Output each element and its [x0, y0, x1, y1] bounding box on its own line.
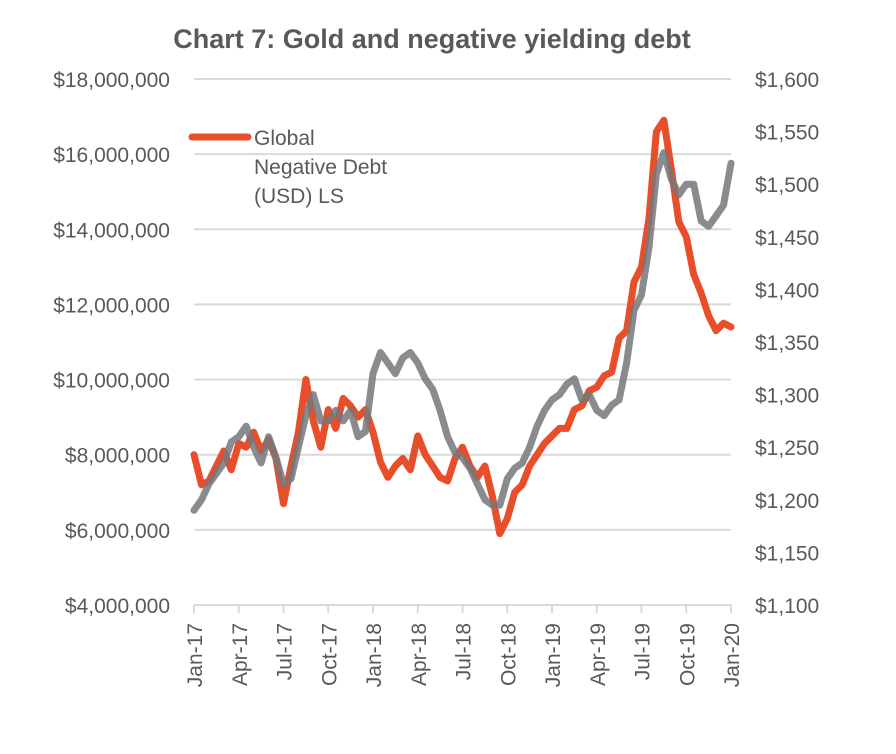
chart-title: Chart 7: Gold and negative yielding debt: [173, 24, 691, 54]
x-axis: Jan-17 Apr-17 Jul-17 Oct-17 Jan-18 Apr-18 Jul-…: [184, 604, 744, 687]
series-line-negative-debt: [190, 116, 735, 538]
y-right-tick-label: $1,100: [755, 595, 819, 618]
y-left-tick-label: $10,000,000: [53, 370, 170, 393]
x-tick-label: Oct-19: [676, 623, 699, 686]
y-right-tick-label: $1,500: [755, 174, 819, 197]
legend-label-line-2: Negative Debt: [254, 156, 387, 179]
y-left-tick-label: $8,000,000: [65, 445, 170, 468]
y-right-tick-label: $1,600: [755, 69, 819, 92]
x-tick-label: Apr-17: [229, 623, 252, 686]
y-left-tick-label: $16,000,000: [53, 144, 170, 167]
y-right-tick-label: $1,200: [755, 490, 819, 513]
y-axis-right: $1,100 $1,150 $1,200 $1,250 $1,300 $1,350 $1,4…: [755, 69, 819, 618]
x-tick-label: Jan-18: [363, 623, 386, 687]
x-tick-label: Jan-19: [542, 623, 565, 687]
y-left-tick-label: $12,000,000: [53, 294, 170, 317]
y-right-tick-label: $1,150: [755, 542, 819, 565]
x-tick-label: Jan-20: [721, 623, 744, 687]
svg-text:Global Negative Debt: Global Negative Debt (USD) LS: [254, 127, 393, 208]
y-axis-left: $4,000,000 $6,000,000 $8,000,000 $10,000,00…: [53, 69, 170, 618]
x-tick-label: Jan-17: [184, 623, 207, 687]
x-tick-label: Jul-18: [453, 623, 476, 680]
y-right-tick-label: $1,400: [755, 279, 819, 302]
y-right-tick-label: $1,550: [755, 122, 819, 145]
gridlines: [194, 78, 731, 531]
legend-label-line-1: Global: [254, 127, 315, 150]
y-left-tick-label: $14,000,000: [53, 219, 170, 242]
x-tick-label: Jul-19: [632, 623, 655, 680]
y-right-tick-label: $1,450: [755, 227, 819, 250]
series-line-gold: [190, 149, 735, 514]
y-right-tick-label: $1,300: [755, 385, 819, 408]
x-tick-label: Oct-17: [318, 623, 341, 686]
x-tick-label: Apr-18: [408, 623, 431, 686]
y-left-tick-label: $18,000,000: [53, 69, 170, 92]
legend-label-line-3: (USD) LS: [254, 185, 344, 208]
x-tick-label: Apr-19: [587, 623, 610, 686]
y-right-tick-label: $1,350: [755, 332, 819, 355]
x-tick-label: Jul-17: [274, 623, 297, 680]
y-left-tick-label: $4,000,000: [65, 595, 170, 618]
x-tick-label: Oct-18: [497, 623, 520, 686]
legend: Global Negative Debt (USD) LS: [188, 127, 393, 208]
y-left-tick-label: $6,000,000: [65, 520, 170, 543]
series-layer: [190, 116, 735, 538]
y-right-tick-label: $1,250: [755, 437, 819, 460]
